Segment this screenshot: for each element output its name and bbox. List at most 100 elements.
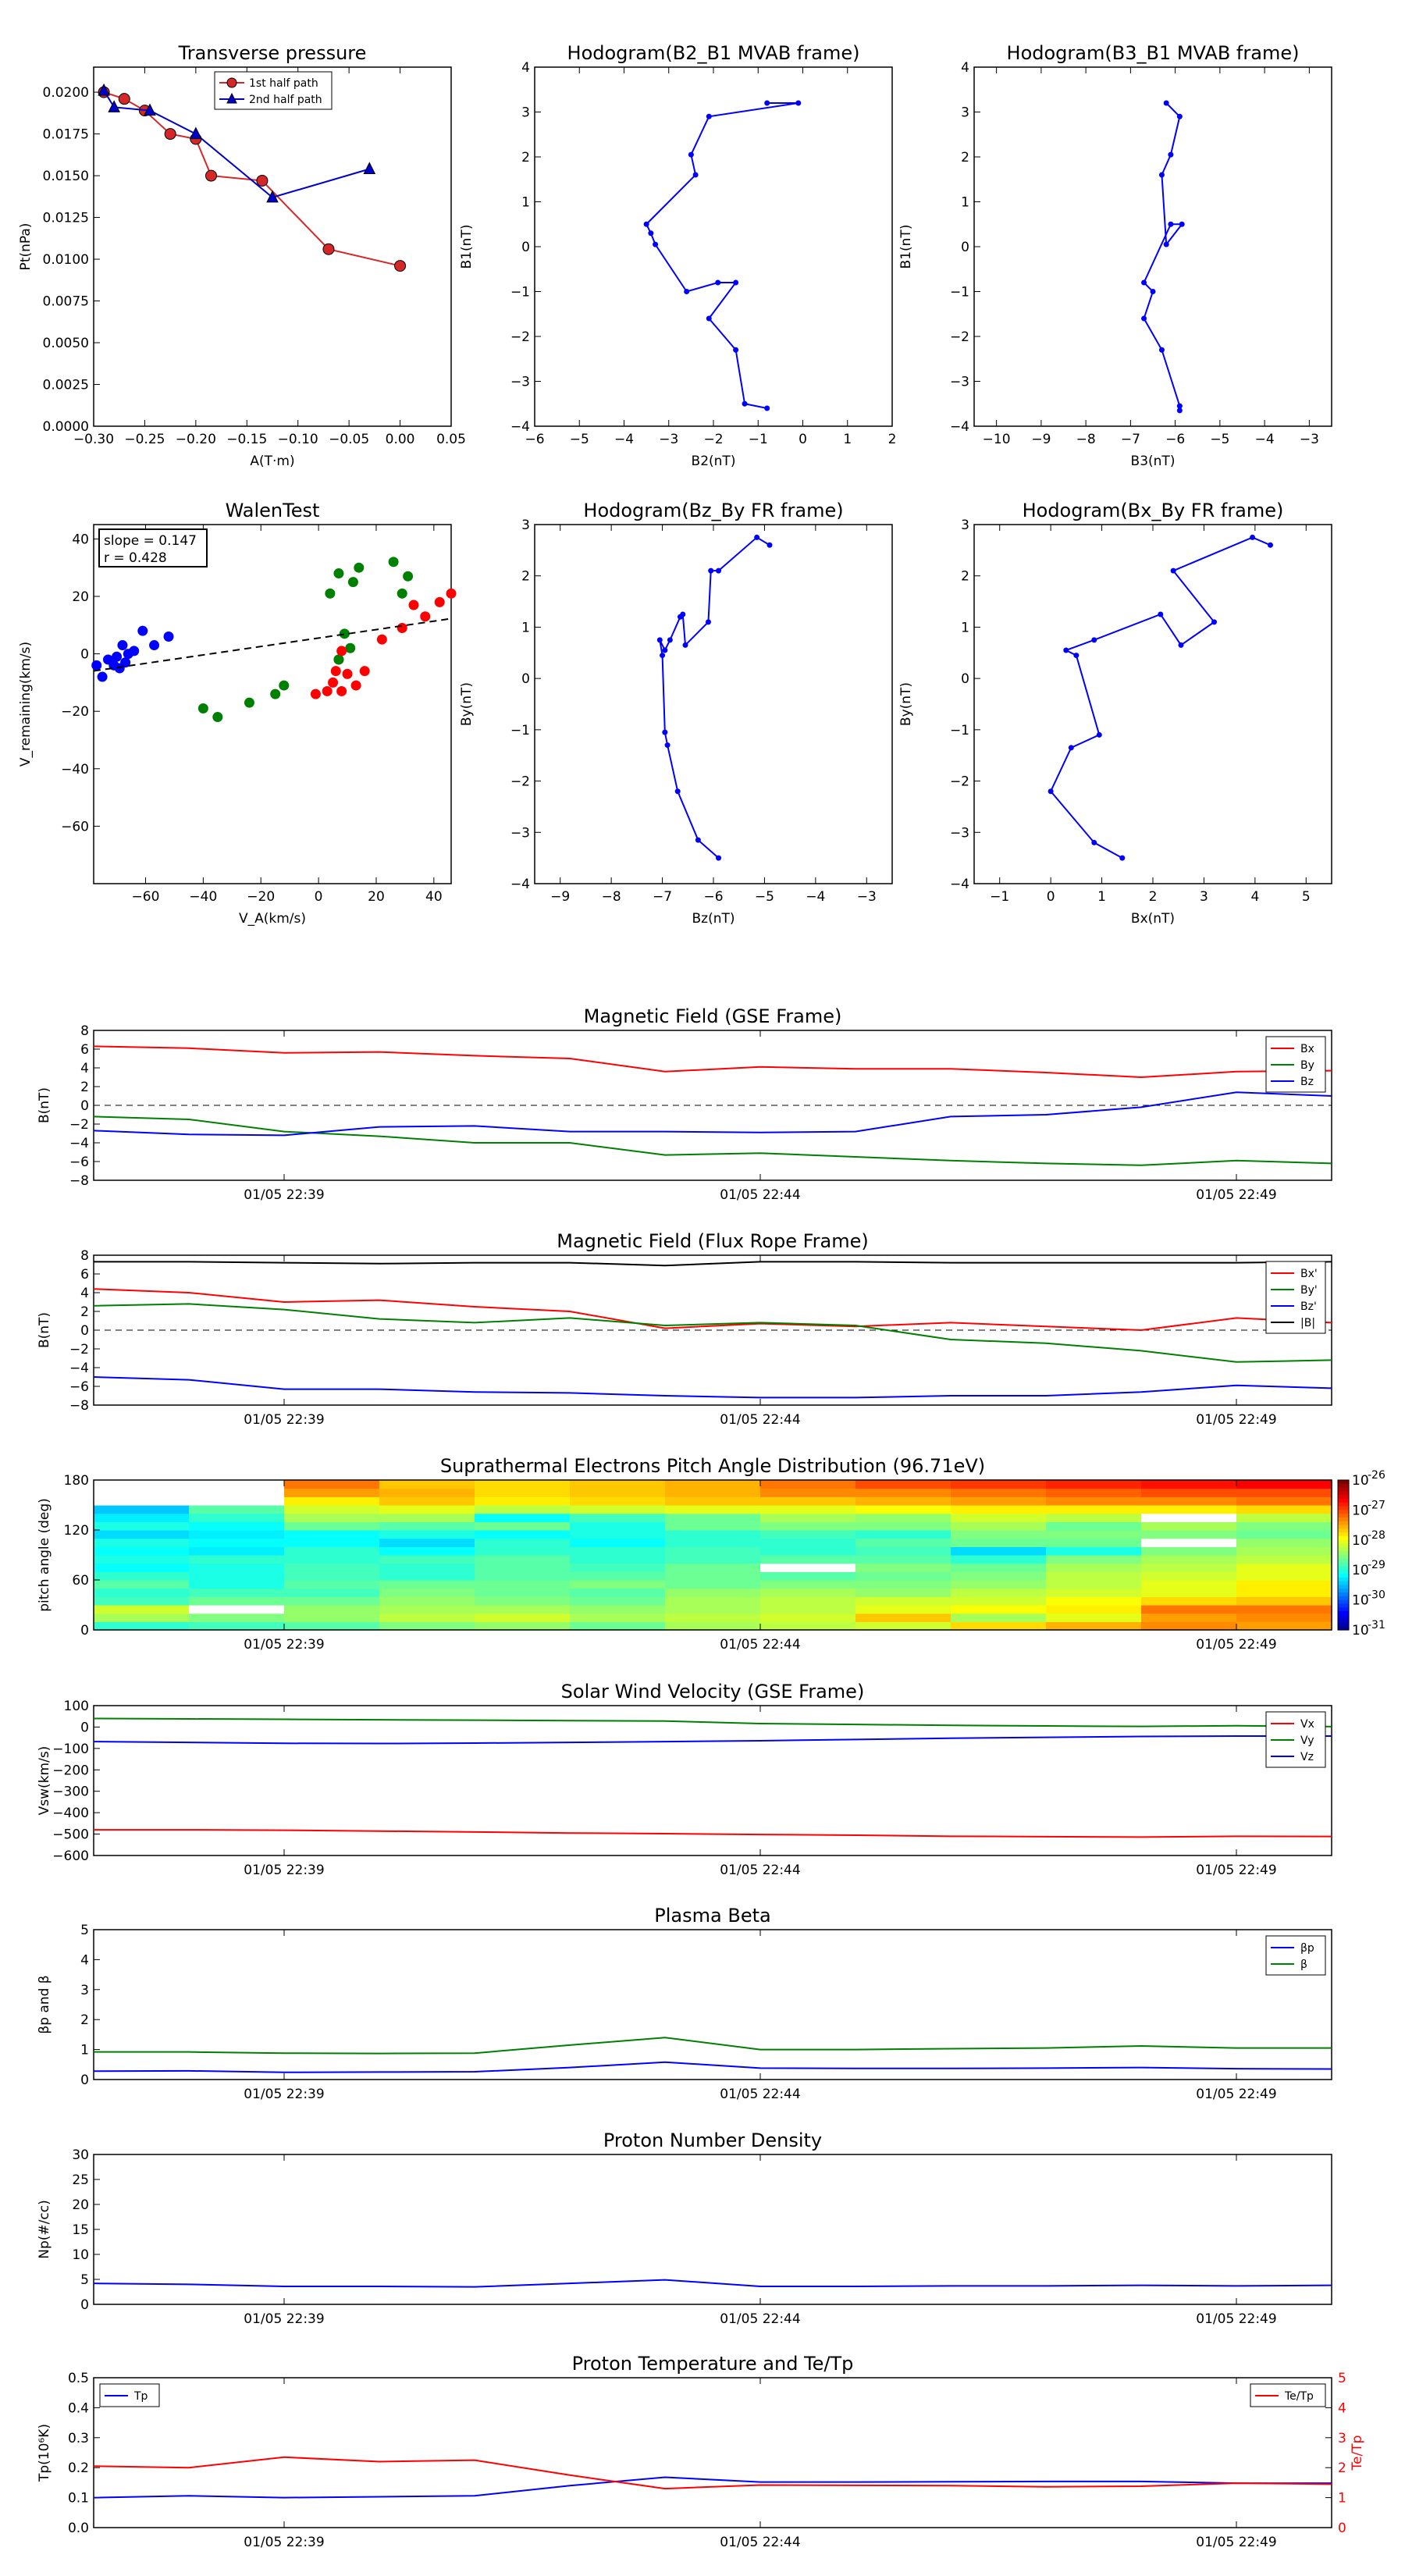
data-point [190, 126, 202, 140]
x-tick-label: 01/05 22:44 [720, 2535, 800, 2550]
data-point [1168, 151, 1174, 158]
colorbar-cell [1338, 1536, 1349, 1541]
heatmap-cell [94, 1571, 190, 1581]
heatmap-cell [475, 1496, 571, 1506]
x-tick-label: −20 [247, 889, 275, 905]
heatmap-cell [475, 1563, 571, 1572]
y-axis-label: Np(#/cc) [37, 2200, 52, 2258]
y-tick-label: −300 [52, 1784, 89, 1800]
colorbar-tick-label: 10 [1352, 1473, 1369, 1489]
heatmap-cell [855, 1580, 951, 1589]
colorbar-cell [1338, 1596, 1349, 1601]
colorbar-cell [1338, 1487, 1349, 1492]
y-tick-label: 8 [80, 1248, 89, 1264]
heatmap-cell [379, 1521, 475, 1531]
heatmap-cell [189, 1480, 285, 1489]
heatmap-cell [284, 1605, 380, 1614]
y-tick-label: −60 [61, 819, 89, 834]
x-axis-label: Bz(nT) [692, 911, 735, 927]
y-tick-label: −4 [950, 877, 969, 892]
chart-title: Suprathermal Electrons Pitch Angle Distr… [440, 1455, 985, 1477]
heatmap-cell [94, 1530, 190, 1539]
colorbar-cell [1338, 1622, 1349, 1627]
heatmap-cell [1141, 1613, 1237, 1622]
x-tick-label: −0.20 [176, 432, 216, 447]
series-line [93, 1045, 1332, 1079]
heatmap-cell [855, 1530, 951, 1539]
data-point [112, 651, 123, 662]
data-point [706, 315, 712, 322]
x-tick-label: −9 [1031, 432, 1051, 447]
heatmap-cell [189, 1530, 285, 1539]
data-point [667, 637, 673, 643]
heatmap-cell [1046, 1530, 1142, 1539]
heatmap-cell [855, 1555, 951, 1564]
x-axis-label: Bx(nT) [1131, 911, 1175, 927]
data-point [117, 640, 128, 651]
y-tick-label: 0.0100 [43, 252, 89, 268]
data-point [420, 611, 431, 622]
x-tick-label: 01/05 22:44 [720, 1863, 800, 1878]
legend-label: Bz [1300, 1076, 1314, 1088]
series-line [94, 1829, 1332, 1838]
heatmap-cell [855, 1621, 951, 1631]
heatmap-cell [855, 1496, 951, 1506]
data-point [394, 260, 407, 272]
heatmap-cell [379, 1513, 475, 1522]
legend-label: |B| [1300, 1317, 1315, 1329]
heatmap-cell [284, 1538, 380, 1547]
legend [1265, 1935, 1326, 1976]
colorbar-tick-label: 10 [1352, 1593, 1369, 1609]
y-tick-label: 0 [521, 671, 530, 687]
heatmap-cell [379, 1555, 475, 1564]
heatmap-cell [570, 1538, 666, 1547]
heatmap-cell [189, 1588, 285, 1597]
y-tick-label: 0.5 [68, 2371, 89, 2386]
heatmap-cell [1046, 1621, 1142, 1631]
heatmap-cell [1046, 1596, 1142, 1606]
colorbar-cell [1338, 1539, 1349, 1545]
heatmap-cell [570, 1580, 666, 1589]
data-point [328, 677, 339, 688]
heatmap-cell [1046, 1563, 1142, 1572]
heatmap-cell [1046, 1513, 1142, 1522]
heatmap-cell [189, 1563, 285, 1572]
x-tick-label: −0.25 [124, 432, 165, 447]
panel-magFR: Magnetic Field (Flux Rope Frame) 01/05 22… [37, 1230, 1332, 1428]
data-point [446, 588, 457, 599]
data-point [764, 405, 770, 411]
heatmap-cell [189, 1521, 285, 1531]
heatmap-cell [570, 1513, 666, 1522]
y-tick-label: 2 [80, 1080, 89, 1095]
data-point [1163, 241, 1169, 247]
x-tick-label: −10 [983, 432, 1011, 447]
legend-label: By [1300, 1059, 1314, 1072]
heatmap-cell [951, 1480, 1047, 1489]
heatmap-cell [1141, 1596, 1237, 1606]
y-tick-label: 20 [72, 589, 89, 605]
data-point [164, 128, 176, 141]
legend-label: Bz' [1300, 1300, 1317, 1313]
heatmap-cell [475, 1521, 571, 1531]
heatmap-cell [665, 1563, 761, 1572]
heatmap-cell [665, 1588, 761, 1597]
heatmap-cell [94, 1555, 190, 1564]
y-tick-label: 0 [80, 1623, 89, 1638]
heatmap-cell [570, 1546, 666, 1556]
data-point [716, 568, 722, 574]
y-tick-label: 0 [80, 1098, 89, 1114]
data-point [1163, 100, 1169, 106]
legend-label: Bx' [1300, 1268, 1318, 1280]
series-line [93, 2476, 1332, 2499]
heatmap-cell [189, 1621, 285, 1631]
heatmap-cell [570, 1613, 666, 1622]
x-tick-label: −3 [659, 432, 678, 447]
heatmap-cell [94, 1588, 190, 1597]
heatmap-cell [951, 1538, 1047, 1547]
heatmap-cell [855, 1571, 951, 1581]
y2-axis-label: Te/Tp [1350, 2435, 1365, 2471]
heatmap-cell [379, 1605, 475, 1614]
heatmap-cell [1046, 1546, 1142, 1556]
heatmap-cell [475, 1555, 571, 1564]
